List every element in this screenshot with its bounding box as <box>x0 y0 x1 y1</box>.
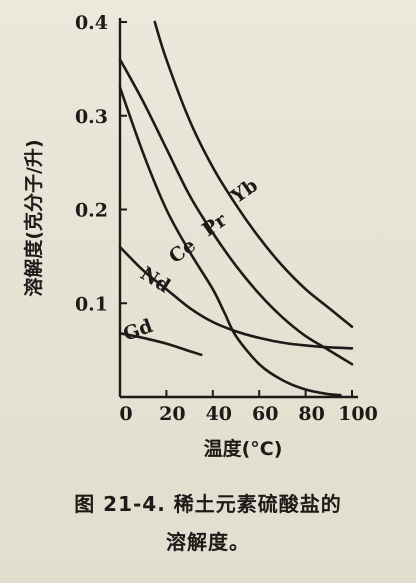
figure-caption-line1: 图 21-4. 稀土元素硫酸盐的 <box>74 492 342 516</box>
x-axis-label: 温度(°C) <box>204 437 283 460</box>
series-line-yb <box>153 20 354 328</box>
y-axis-label: 溶解度(克分子/升) <box>22 139 45 296</box>
series-line-ce <box>118 86 342 397</box>
series-line-nd <box>118 245 354 350</box>
y-axis-ticks: 0.1 0.2 0.3 0.4 <box>75 12 127 315</box>
series-line-pr <box>118 58 354 366</box>
x-tick-label: 100 <box>338 403 378 425</box>
series-label-yb: Yb <box>226 174 261 208</box>
series-label-gd: Gd <box>120 315 155 346</box>
y-tick-label: 0.4 <box>75 12 108 34</box>
x-tick-label: 80 <box>298 403 324 425</box>
x-tick-label: 20 <box>159 403 185 425</box>
x-tick-label: 60 <box>252 403 278 425</box>
x-axis-ticks: 0 20 40 60 80 100 <box>119 390 378 425</box>
figure-caption-line2: 溶解度。 <box>166 530 250 554</box>
series-line-gd <box>118 332 203 357</box>
x-tick-label: 0 <box>119 403 132 425</box>
series-label-pr: Pr <box>198 209 231 242</box>
y-tick-label: 0.3 <box>75 106 108 128</box>
y-tick-label: 0.1 <box>75 293 108 315</box>
x-tick-label: 40 <box>206 403 232 425</box>
series-label-ce: Ce <box>165 234 200 268</box>
series-lines <box>118 20 354 397</box>
y-tick-label: 0.2 <box>75 200 108 222</box>
